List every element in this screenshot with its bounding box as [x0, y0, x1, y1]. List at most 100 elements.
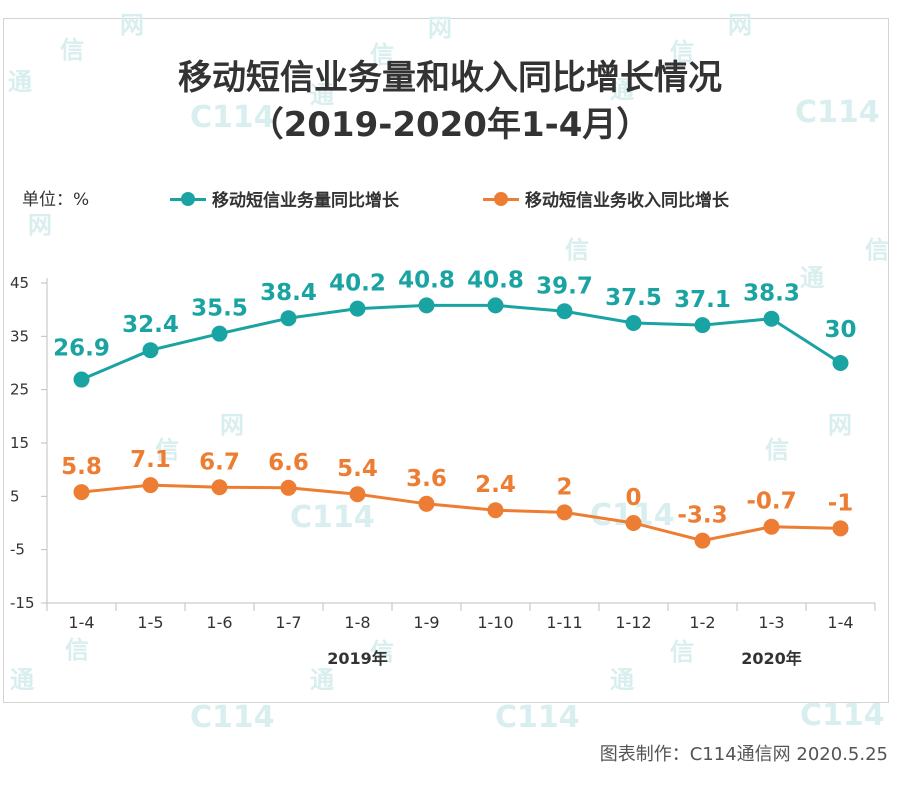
data-point	[349, 486, 366, 503]
series-line	[81, 483, 841, 543]
legend-item-volume: 移动短信业务量同比增长	[170, 186, 399, 211]
data-point	[73, 484, 90, 501]
watermark-xin: 信	[60, 36, 84, 64]
y-tick-label: -5	[10, 541, 25, 559]
data-label: 38.4	[260, 280, 317, 306]
data-point	[694, 532, 711, 549]
data-point	[73, 371, 90, 388]
watermark-wang: 网	[828, 411, 852, 439]
data-point	[418, 495, 435, 512]
data-label: 40.8	[398, 267, 455, 293]
data-label: 26.9	[53, 336, 110, 362]
data-label: 6.6	[268, 450, 309, 476]
watermark-tong: 通	[310, 666, 334, 694]
data-point	[625, 315, 642, 331]
unit-label: 单位：%	[22, 190, 90, 210]
y-tick-label: 5	[10, 487, 20, 505]
data-point	[142, 477, 159, 494]
data-label: 32.4	[122, 312, 179, 338]
data-label: 5.4	[337, 456, 378, 482]
watermark-xin: 信	[565, 236, 589, 264]
data-label: 0	[625, 485, 641, 511]
data-label: 37.1	[674, 287, 731, 313]
legend-marker-orange	[483, 191, 519, 206]
watermark-tong: 通	[800, 264, 824, 292]
data-label: 35.5	[191, 296, 248, 322]
x-tick-label: 1-4	[68, 613, 94, 632]
data-label: 30	[824, 317, 856, 343]
data-point	[280, 310, 297, 327]
legend-label-volume: 移动短信业务量同比增长	[212, 191, 399, 211]
watermark-xin: 信	[865, 236, 889, 264]
data-point	[211, 325, 228, 342]
x-tick-label: 1-11	[546, 613, 582, 632]
y-tick-label: 25	[10, 381, 29, 399]
watermark-xin: 信	[765, 436, 789, 464]
data-point	[763, 310, 780, 327]
data-label: 38.3	[743, 281, 800, 307]
y-tick-label: 15	[10, 434, 29, 452]
data-point	[694, 317, 711, 334]
chart-title: 移动短信业务量和收入同比增长情况	[178, 58, 722, 98]
watermark-tong: 通	[8, 68, 32, 96]
watermark-tong: 通	[310, 81, 334, 109]
data-label: 40.2	[329, 271, 386, 297]
watermark-logo: C114	[190, 700, 275, 735]
data-point	[832, 520, 849, 537]
data-label: -3.3	[677, 503, 727, 529]
x-tick-label: 1-6	[206, 613, 232, 632]
data-label: 3.6	[406, 466, 447, 492]
legend-label-revenue: 移动短信业务收入同比增长	[525, 191, 729, 211]
year-label: 2020年	[741, 649, 802, 668]
x-tick-label: 1-2	[689, 613, 715, 632]
y-tick-label: 45	[10, 274, 29, 292]
legend-marker-teal	[170, 191, 206, 206]
watermark-xin: 信	[370, 638, 394, 666]
watermark-xin: 信	[65, 636, 89, 664]
data-label: 6.7	[199, 449, 240, 475]
x-tick-label: 1-4	[827, 613, 853, 632]
data-point	[625, 515, 642, 531]
x-tick-label: 1-7	[275, 613, 301, 632]
watermark-xin: 信	[155, 436, 179, 464]
y-tick-label: 35	[10, 327, 29, 345]
data-point	[418, 297, 435, 314]
data-point	[211, 479, 228, 496]
watermark-wang: 网	[428, 14, 452, 42]
watermark-xin: 信	[670, 638, 694, 666]
data-label: 40.8	[467, 267, 524, 293]
series-line	[80, 303, 842, 381]
watermark-wang: 网	[220, 411, 244, 439]
watermark-wang: 网	[728, 11, 752, 39]
y-tick-label: -15	[10, 594, 35, 612]
chart-frame	[3, 18, 889, 703]
x-tick-label: 1-8	[344, 613, 370, 632]
watermark-xin: 信	[370, 41, 394, 69]
data-label: 37.5	[605, 285, 662, 311]
x-tick-label: 1-5	[137, 613, 163, 632]
x-tick-label: 1-9	[413, 613, 439, 632]
watermark-wang: 网	[120, 11, 144, 39]
data-point	[556, 303, 573, 320]
data-point	[487, 502, 504, 519]
data-label: 2	[556, 474, 572, 500]
data-label: -0.7	[746, 489, 796, 515]
watermark-logo: C114	[190, 100, 275, 135]
watermark-wang: 网	[28, 211, 52, 239]
data-point	[556, 504, 573, 521]
data-point	[280, 479, 297, 496]
year-label: 2019年	[327, 649, 388, 668]
data-point	[832, 355, 849, 371]
data-label: 7.1	[130, 447, 171, 473]
data-label: 5.8	[61, 454, 102, 480]
data-label: -1	[828, 490, 854, 516]
data-label: 2.4	[475, 472, 516, 498]
watermark-tong: 通	[610, 76, 634, 104]
watermark-logo: C114	[290, 500, 375, 535]
watermark-logo: C114	[800, 698, 885, 733]
watermark-logo: C114	[795, 95, 880, 130]
x-tick-label: 1-10	[477, 613, 513, 632]
x-tick-label: 1-3	[758, 613, 784, 632]
watermark-logo: C114	[495, 700, 580, 735]
data-label: 39.7	[536, 273, 593, 299]
